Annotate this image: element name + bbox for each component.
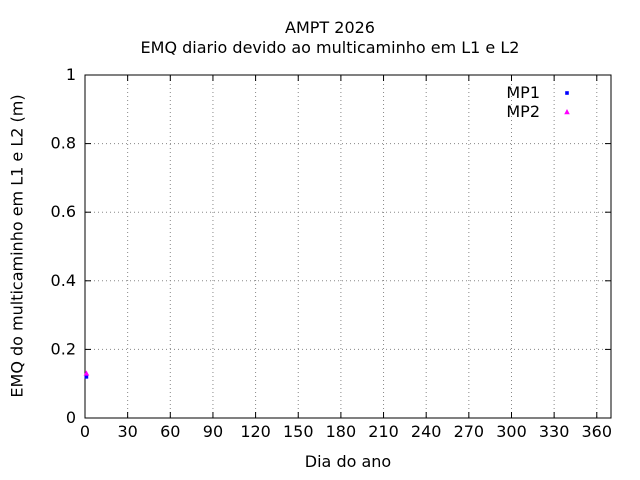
x-tick-label: 90 (203, 422, 223, 441)
data-point-mp1 (84, 375, 89, 379)
legend-label-mp2: MP2 (506, 102, 540, 121)
x-tick-label: 360 (582, 422, 613, 441)
x-tick-label: 30 (117, 422, 137, 441)
x-tick-label: 60 (160, 422, 180, 441)
y-tick-label: 0.4 (51, 271, 76, 290)
x-tick-label: 240 (411, 422, 442, 441)
y-tick-label: 1 (66, 65, 76, 84)
x-axis-label: Dia do ano (304, 452, 392, 471)
legend-marker-mp1 (565, 91, 569, 95)
y-tick-label: 0.6 (51, 202, 76, 221)
x-tick-label: 120 (240, 422, 271, 441)
chart-title: AMPT 2026 (285, 18, 375, 37)
y-tick-label: 0 (66, 408, 76, 427)
plot-border (84, 74, 612, 419)
chart-subtitle: EMQ diario devido ao multicaminho em L1 … (140, 38, 520, 57)
y-tick-label: 0.2 (51, 339, 76, 358)
y-tick-label: 0.8 (51, 134, 76, 153)
data-point-mp2 (83, 370, 90, 376)
x-tick-label: 0 (80, 422, 90, 441)
x-tick-label: 330 (539, 422, 570, 441)
x-tick-label: 300 (496, 422, 527, 441)
x-tick-label: 150 (283, 422, 314, 441)
x-tick-label: 270 (454, 422, 485, 441)
legend-marker-mp2 (564, 109, 570, 115)
x-tick-label: 210 (368, 422, 399, 441)
x-tick-label: 180 (326, 422, 357, 441)
legend-label-mp1: MP1 (506, 83, 540, 102)
